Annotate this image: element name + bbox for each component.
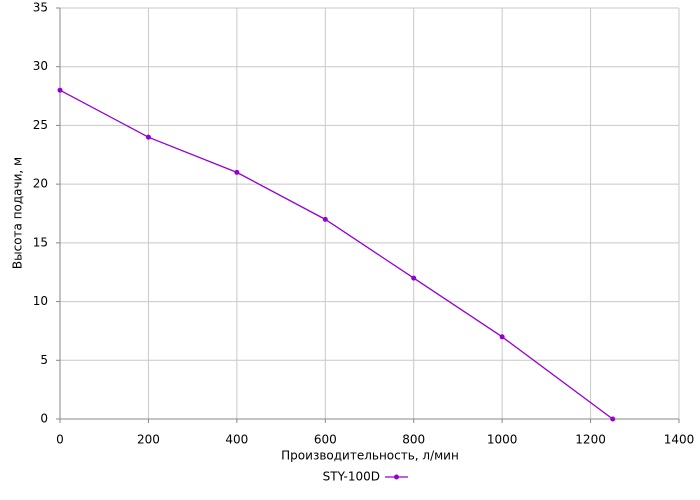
x-tick-label: 1400 xyxy=(664,433,695,447)
y-tick-label: 30 xyxy=(33,59,48,73)
x-tick-label: 1200 xyxy=(575,433,606,447)
x-tick-label: 400 xyxy=(225,433,248,447)
y-tick-label: 20 xyxy=(33,177,48,191)
x-tick-label: 0 xyxy=(56,433,64,447)
point xyxy=(145,134,151,140)
point xyxy=(610,416,616,422)
point xyxy=(57,87,63,93)
x-tick-label: 600 xyxy=(314,433,337,447)
x-tick-label: 800 xyxy=(402,433,425,447)
x-axis-label: Производительность, л/мин xyxy=(281,449,459,463)
legend-marker xyxy=(394,474,399,480)
y-tick-label: 0 xyxy=(40,412,48,426)
x-tick-label: 200 xyxy=(137,433,160,447)
y-axis-label: Высота подачи, м xyxy=(11,157,25,269)
legend-label: STY-100D xyxy=(323,470,380,484)
x-tick-label: 1000 xyxy=(487,433,518,447)
point xyxy=(234,169,240,175)
point xyxy=(499,334,505,340)
y-tick-label: 15 xyxy=(33,235,48,249)
y-tick-label: 25 xyxy=(33,118,48,132)
point xyxy=(322,216,328,222)
point xyxy=(411,275,417,281)
y-tick-label: 35 xyxy=(33,1,48,15)
y-tick-label: 5 xyxy=(40,353,48,367)
y-tick-label: 10 xyxy=(33,294,48,308)
